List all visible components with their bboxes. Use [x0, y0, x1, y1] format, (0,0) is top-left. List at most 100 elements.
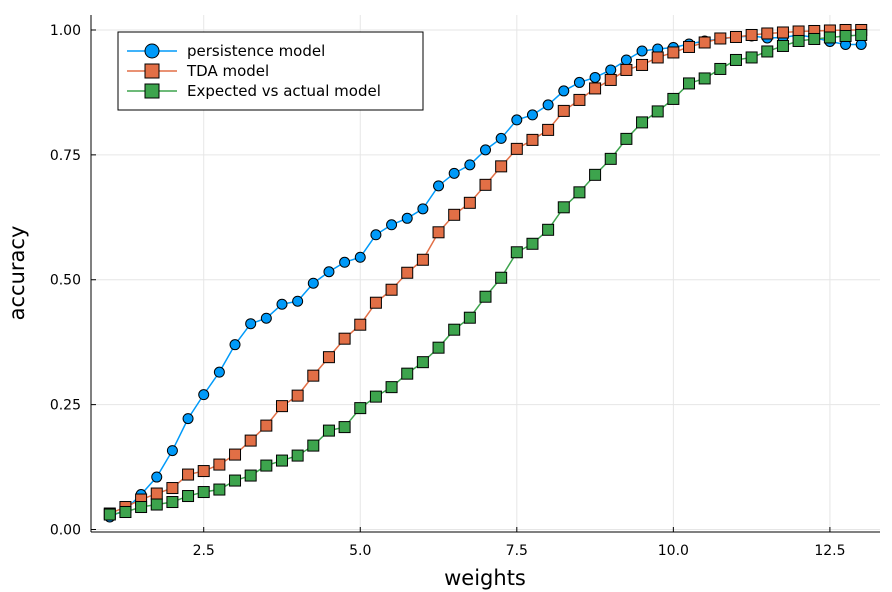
data-point [855, 28, 868, 41]
data-point [166, 482, 179, 495]
data-point [683, 40, 696, 53]
data-point [495, 132, 507, 144]
data-point [729, 30, 742, 43]
data-point [463, 196, 476, 209]
x-tick-label: 10.0 [658, 543, 689, 559]
data-point [557, 104, 570, 117]
data-point [542, 223, 555, 236]
data-point [589, 168, 602, 181]
data-point [526, 109, 538, 121]
data-point [745, 51, 758, 64]
y-tick-label: 0.25 [50, 398, 81, 414]
data-point [510, 142, 523, 155]
data-point [275, 454, 288, 467]
data-point [651, 105, 664, 118]
series [103, 23, 868, 523]
axes [90, 15, 880, 533]
data-point [416, 253, 429, 266]
data-point [119, 506, 132, 519]
x-tick-label: 5.0 [349, 543, 371, 559]
tick-labels: 2.5 5.0 7.5 10.0 12.5 0.00 0.25 0.50 0.75 1.00 [50, 23, 846, 559]
data-point [526, 133, 539, 146]
data-point [604, 73, 617, 86]
data-point [620, 132, 633, 145]
data-point [416, 356, 429, 369]
legend: persistence model TDA model Expected vs ac… [117, 31, 424, 111]
data-point [573, 186, 586, 199]
legend-marker [144, 83, 160, 99]
data-point [354, 402, 367, 415]
data-point [417, 203, 429, 215]
data-point [260, 312, 272, 324]
data-point [229, 474, 242, 487]
data-point [495, 271, 508, 284]
data-point [558, 85, 570, 97]
data-point [448, 208, 461, 221]
data-point [401, 367, 414, 380]
data-point [323, 266, 335, 278]
data-point [463, 311, 476, 324]
data-point [573, 93, 586, 106]
legend-item: TDA model [127, 62, 269, 80]
data-point [151, 471, 163, 483]
data-point [229, 448, 242, 461]
data-point [354, 251, 366, 263]
data-point [714, 32, 727, 45]
data-point [291, 449, 304, 462]
data-point [651, 51, 664, 64]
data-point [557, 201, 570, 214]
data-point [354, 318, 367, 331]
legend-label: Expected vs actual model [187, 82, 381, 100]
data-point [182, 468, 195, 481]
legend-marker [144, 63, 160, 79]
data-point [103, 508, 116, 521]
legend-label: TDA model [186, 62, 269, 80]
data-point [370, 229, 382, 241]
data-point [589, 82, 602, 95]
data-point [776, 39, 789, 52]
data-point [542, 99, 554, 111]
y-axis-title: accuracy [5, 226, 29, 321]
data-point [432, 226, 445, 239]
data-point [150, 498, 163, 511]
y-tick-label: 0.50 [50, 273, 81, 289]
data-point [260, 459, 273, 472]
data-point [369, 296, 382, 309]
data-point [605, 64, 617, 76]
data-point [589, 71, 601, 83]
data-point [385, 283, 398, 296]
legend-label: persistence model [187, 42, 325, 60]
data-point [338, 332, 351, 345]
data-point [432, 341, 445, 354]
data-point [808, 32, 821, 45]
data-point [448, 167, 460, 179]
x-tick-label: 2.5 [193, 543, 215, 559]
data-point [729, 53, 742, 66]
data-point [448, 323, 461, 336]
data-point [229, 339, 241, 351]
data-point [479, 178, 492, 191]
data-point [307, 277, 319, 289]
data-point [433, 180, 445, 192]
data-point [339, 256, 351, 268]
x-tick-label: 7.5 [506, 543, 528, 559]
data-point [166, 445, 178, 457]
data-point [792, 34, 805, 47]
data-point [213, 483, 226, 496]
series-2 [103, 28, 868, 521]
legend-item: Expected vs actual model [127, 82, 381, 100]
legend-item: persistence model [127, 42, 325, 60]
data-point [761, 27, 774, 40]
data-point [166, 496, 179, 509]
data-point [385, 381, 398, 394]
legend-marker [144, 43, 160, 59]
data-point [244, 469, 257, 482]
data-point [401, 266, 414, 279]
data-point [292, 295, 304, 307]
y-tick-label: 1.00 [50, 23, 81, 39]
series-1 [103, 23, 868, 520]
data-point [213, 458, 226, 471]
data-point [823, 31, 836, 44]
data-point [307, 439, 320, 452]
